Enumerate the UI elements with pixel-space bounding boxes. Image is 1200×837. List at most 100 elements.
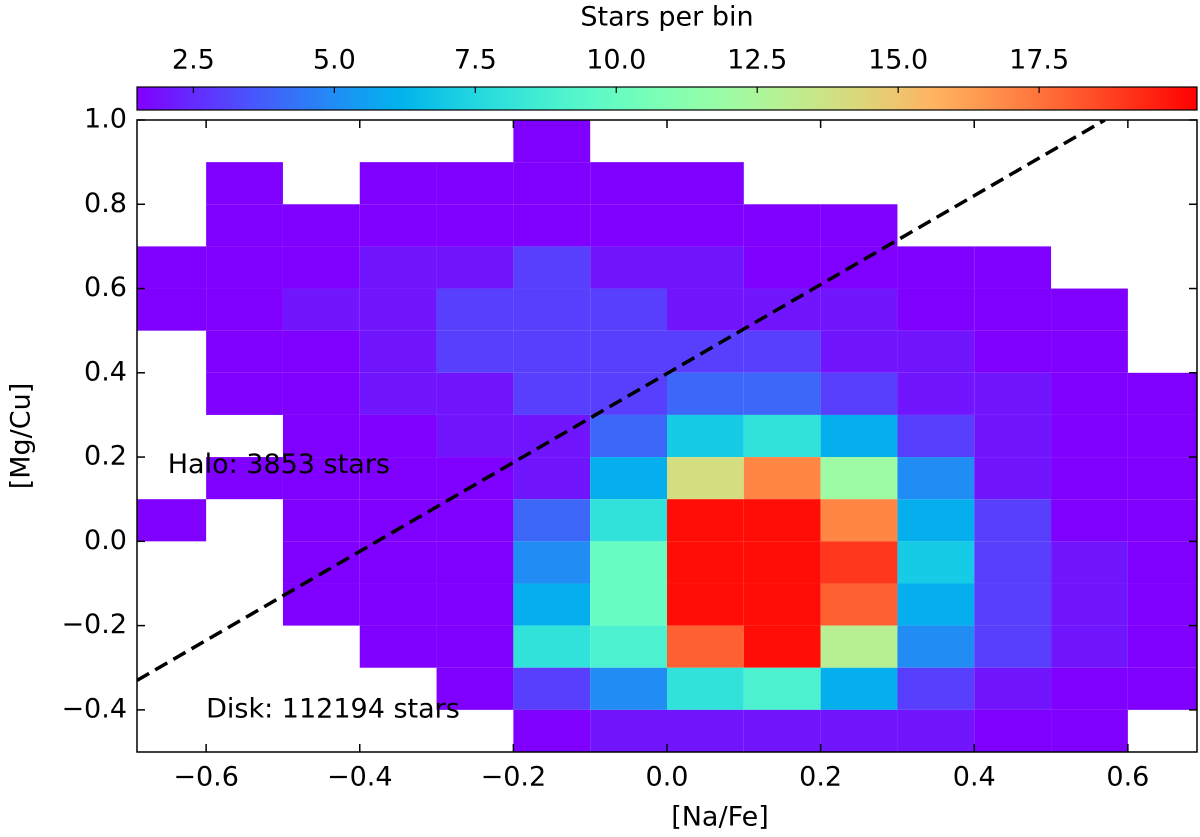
bin [590, 541, 667, 584]
bin [1051, 583, 1128, 626]
bin [667, 583, 744, 626]
bin [974, 583, 1052, 626]
bin [590, 583, 667, 626]
bin [1127, 457, 1197, 500]
bin [359, 162, 437, 205]
divider-line [137, 120, 1106, 682]
bin [974, 625, 1052, 668]
bin [1051, 499, 1128, 542]
bin [897, 541, 975, 584]
bin [436, 541, 514, 584]
colorbar-tick-label: 10.0 [586, 45, 646, 76]
bin [667, 162, 744, 205]
bin [436, 499, 514, 542]
bin [513, 204, 591, 247]
bin [282, 457, 360, 500]
bin [667, 499, 744, 542]
bin [974, 372, 1052, 415]
bin [1051, 541, 1128, 584]
bin [206, 246, 283, 289]
bin [667, 204, 744, 247]
bin [359, 246, 437, 289]
bin [743, 583, 821, 626]
bin [897, 583, 975, 626]
colorbar-tick-label: 17.5 [1009, 45, 1069, 76]
bin [1051, 457, 1128, 500]
y-axis-label: [Mg/Cu] [6, 383, 37, 490]
bin [743, 625, 821, 668]
y-tick-label: 1.0 [84, 104, 127, 135]
bin [590, 709, 667, 752]
bin [743, 457, 821, 500]
bin [436, 457, 514, 500]
colorbar-tick-label: 2.5 [172, 45, 215, 76]
bin [667, 457, 744, 500]
bin [282, 414, 360, 458]
bin [897, 499, 975, 542]
bin [282, 204, 360, 247]
bin [820, 499, 898, 542]
bin [897, 625, 975, 668]
bin [820, 583, 898, 626]
bin [590, 330, 667, 373]
bin [743, 499, 821, 542]
bin [513, 414, 591, 458]
y-tick-label: −0.4 [61, 693, 127, 724]
bin [1051, 330, 1128, 373]
bin [137, 288, 207, 331]
colorbar-label: Stars per bin [580, 2, 753, 33]
bin [359, 457, 437, 500]
bin [436, 583, 514, 626]
bin [974, 246, 1052, 289]
bin [743, 246, 821, 289]
x-tick-label: −0.4 [327, 762, 393, 793]
bin [667, 288, 744, 331]
bin [436, 246, 514, 289]
bin [513, 541, 591, 584]
bin [590, 457, 667, 500]
bin [436, 625, 514, 668]
bin [282, 541, 360, 584]
bin [282, 372, 360, 415]
bin [743, 667, 821, 710]
bin [1127, 414, 1197, 458]
bin [974, 667, 1052, 710]
bin [667, 667, 744, 710]
bin [820, 625, 898, 668]
bin [974, 457, 1052, 500]
bin [590, 162, 667, 205]
bin [436, 414, 514, 458]
bin [436, 162, 514, 205]
bin [1051, 709, 1128, 752]
bin [436, 372, 514, 415]
colorbar [136, 86, 1198, 111]
heatmap [137, 120, 1197, 752]
bin [206, 162, 283, 205]
bin [820, 457, 898, 500]
y-tick-label: 0.6 [84, 272, 127, 303]
bin [667, 372, 744, 415]
bin [513, 120, 591, 163]
x-tick-label: 0.0 [646, 762, 689, 793]
bin [590, 414, 667, 458]
bin [513, 246, 591, 289]
bin [820, 372, 898, 415]
bin [1127, 667, 1197, 710]
bin [282, 246, 360, 289]
bin [206, 372, 283, 415]
bin [820, 288, 898, 331]
bin [282, 288, 360, 331]
bin [897, 246, 975, 289]
bin [206, 330, 283, 373]
bin [282, 330, 360, 373]
bin [359, 499, 437, 542]
bin [436, 204, 514, 247]
bin [359, 414, 437, 458]
bin [513, 709, 591, 752]
annotation: Disk: 112194 stars [206, 693, 460, 724]
x-tick-label: −0.2 [481, 762, 547, 793]
bin [667, 541, 744, 584]
bin [974, 330, 1052, 373]
bin [513, 625, 591, 668]
